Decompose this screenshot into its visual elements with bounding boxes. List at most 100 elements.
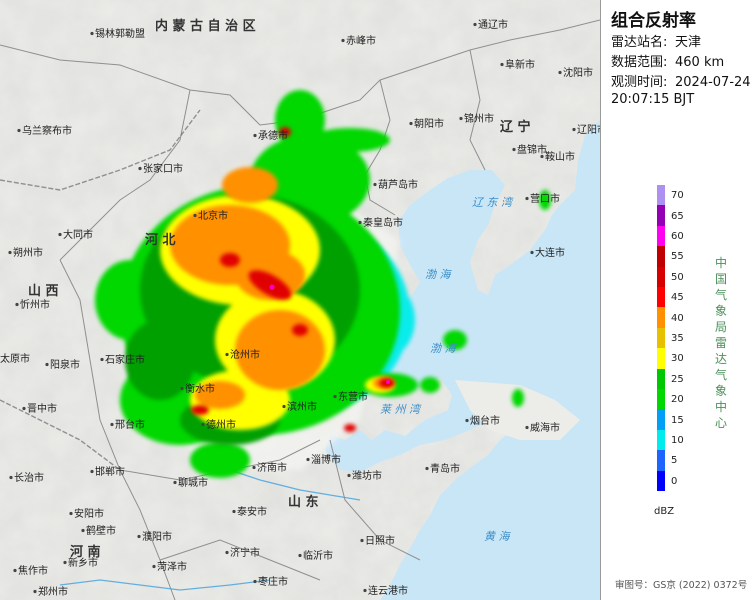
city-marker bbox=[540, 154, 544, 159]
city-label: 阳泉市 bbox=[50, 358, 80, 371]
sea-label: 渤 海 bbox=[430, 342, 457, 355]
city-label: 焦作市 bbox=[18, 564, 48, 577]
city-marker bbox=[282, 404, 286, 409]
scale-tick-label: 35 bbox=[671, 333, 684, 344]
city-label: 邢台市 bbox=[115, 418, 145, 431]
city-marker bbox=[558, 70, 562, 75]
city-label: 阜新市 bbox=[505, 58, 535, 71]
city-label: 盘锦市 bbox=[517, 143, 547, 156]
city-label: 葫芦岛市 bbox=[378, 178, 418, 191]
city-label: 临沂市 bbox=[303, 549, 333, 562]
scale-swatch bbox=[657, 389, 665, 410]
city-marker bbox=[473, 22, 477, 27]
sea-label: 莱 州 湾 bbox=[380, 403, 422, 416]
info-panel: 组合反射率 雷达站名: 天津 数据范围: 460 km 观测时间: 2024-07-2… bbox=[600, 0, 756, 600]
city-label: 北京市 bbox=[198, 209, 228, 222]
city-marker bbox=[225, 550, 229, 555]
city-marker bbox=[33, 589, 37, 594]
city-marker bbox=[22, 406, 26, 411]
station-label: 雷达站名: bbox=[611, 35, 668, 50]
city-marker bbox=[15, 302, 19, 307]
city-marker bbox=[306, 457, 310, 462]
province-label: 山 东 bbox=[288, 494, 319, 510]
city-label: 朔州市 bbox=[13, 246, 43, 259]
city-marker bbox=[90, 31, 94, 36]
city-marker bbox=[152, 564, 156, 569]
radar-map[interactable]: 内 蒙 古 自 治 区 河 北 山 西 山 东 辽 宁 河 南 辽 东 湾 渤 … bbox=[0, 0, 600, 600]
city-marker bbox=[225, 352, 229, 357]
city-label: 锦州市 bbox=[464, 112, 494, 125]
city-label: 乌兰察布市 bbox=[22, 124, 72, 137]
time-value: 20:07:15 BJT bbox=[611, 92, 695, 107]
city-marker bbox=[63, 560, 67, 565]
sea-labels: 辽 东 湾 渤 海 渤 海 莱 州 湾 黄 海 bbox=[380, 196, 514, 543]
city-label: 忻州市 bbox=[20, 298, 50, 311]
scale-unit: dBZ bbox=[654, 506, 675, 517]
scale-swatch bbox=[657, 429, 665, 451]
scale-tick-label: 45 bbox=[671, 292, 684, 304]
city-label: 承德市 bbox=[258, 129, 288, 142]
city-label: 菏泽市 bbox=[157, 560, 187, 573]
city-marker bbox=[253, 579, 257, 584]
city-label: 德州市 bbox=[206, 418, 236, 431]
city-label: 枣庄市 bbox=[258, 575, 288, 588]
city-label: 威海市 bbox=[530, 421, 560, 434]
city-marker bbox=[409, 121, 413, 126]
city-marker bbox=[425, 466, 429, 471]
city-marker bbox=[81, 528, 85, 533]
scale-tick-label: 30 bbox=[671, 353, 684, 365]
city-label: 张家口市 bbox=[143, 162, 183, 175]
city-label: 大同市 bbox=[63, 228, 93, 241]
city-marker bbox=[347, 473, 351, 478]
city-label: 淄博市 bbox=[311, 453, 341, 466]
city-label: 鹤壁市 bbox=[86, 524, 116, 537]
scale-swatch bbox=[657, 185, 665, 206]
city-marker bbox=[173, 480, 177, 485]
city-label: 朝阳市 bbox=[414, 117, 444, 130]
city-marker bbox=[90, 469, 94, 474]
city-marker bbox=[530, 250, 534, 255]
range-row: 数据范围: 460 km bbox=[611, 54, 724, 71]
city-label: 沧州市 bbox=[230, 348, 260, 361]
city-marker bbox=[363, 588, 367, 593]
city-marker bbox=[512, 147, 516, 152]
city-marker bbox=[253, 133, 257, 138]
scale-swatch bbox=[657, 327, 665, 349]
city-label: 赤峰市 bbox=[346, 34, 376, 47]
scale-tick-label: 5 bbox=[671, 455, 678, 467]
scale-tick-label: 15 bbox=[671, 414, 684, 426]
sea-label: 辽 东 湾 bbox=[472, 196, 514, 209]
approval-number: 审图号：GS京 (2022) 0372号 bbox=[615, 580, 748, 591]
scale-swatch bbox=[657, 246, 665, 268]
city-marker bbox=[13, 568, 17, 573]
city-label: 滨州市 bbox=[287, 400, 317, 413]
city-marker bbox=[465, 418, 469, 423]
date-value: 2024-07-24 bbox=[675, 75, 751, 90]
city-marker bbox=[180, 386, 184, 391]
scale-swatch bbox=[657, 470, 665, 492]
city-label: 长治市 bbox=[14, 471, 44, 484]
city-marker bbox=[69, 511, 73, 516]
scale-tick-label: 70 bbox=[671, 190, 684, 202]
color-scale bbox=[657, 185, 665, 492]
city-label: 济宁市 bbox=[230, 546, 260, 559]
city-label: 烟台市 bbox=[470, 414, 500, 427]
scale-tick-label: 50 bbox=[671, 271, 684, 283]
scale-tick-label: 55 bbox=[671, 251, 684, 263]
city-marker bbox=[525, 425, 529, 430]
scale-swatch bbox=[657, 205, 665, 227]
city-marker bbox=[110, 422, 114, 427]
station-row: 雷达站名: 天津 bbox=[611, 34, 701, 51]
radar-echo-layer bbox=[95, 90, 551, 478]
agency-label: 中国气象局雷达气象中心 bbox=[714, 256, 727, 430]
city-label: 秦皇岛市 bbox=[363, 216, 403, 229]
scale-tick-label: 10 bbox=[671, 435, 684, 446]
city-marker bbox=[341, 38, 345, 43]
scale-tick-label: 20 bbox=[671, 394, 684, 406]
scale-tick-label: 25 bbox=[671, 373, 684, 385]
city-label: 日照市 bbox=[365, 534, 395, 547]
sea-label: 渤 海 bbox=[425, 268, 452, 281]
city-marker bbox=[100, 357, 104, 362]
